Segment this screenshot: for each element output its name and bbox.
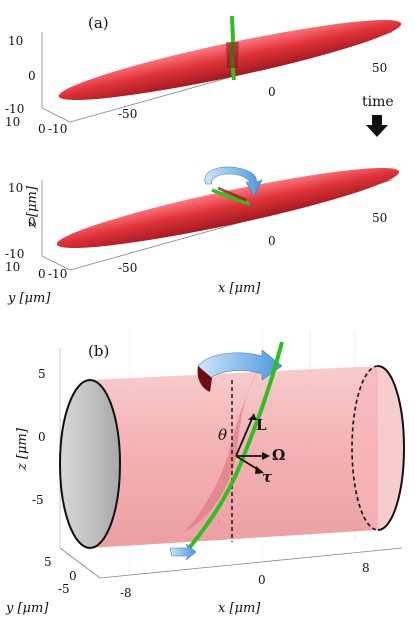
y-tick-bot-3: -10 xyxy=(48,267,67,281)
Omega-symbol: Ω xyxy=(272,446,285,464)
rotation-arrow-bottom-icon xyxy=(169,543,197,561)
y-axis-label-a: y [μm] xyxy=(7,291,51,306)
x-axis-label-a: x [μm] xyxy=(218,281,261,296)
cylinder-left-cap xyxy=(59,379,121,549)
panel-a-bottom: 10 0 -10 z [μm] 10 0 -10 y [μm] -50 0 50… xyxy=(5,166,400,306)
z-tick-bot-1: 10 xyxy=(8,181,23,195)
flagellum-b xyxy=(184,341,284,554)
tau-symbol: τ xyxy=(262,468,273,486)
x-tick-bot-2: 0 xyxy=(268,234,276,248)
z-tick-top-1: 10 xyxy=(8,34,23,48)
cylinder-right-cap xyxy=(352,366,404,530)
z-tick-top-2: 0 xyxy=(28,69,36,83)
y-tick-top-2: 0 xyxy=(38,122,46,136)
z-tick-bot-2: 0 xyxy=(28,215,36,229)
z-tick-top-3: -10 xyxy=(5,102,24,116)
x-axis-label-b: x [μm] xyxy=(218,601,261,616)
panel-a-label: (a) xyxy=(88,14,109,32)
z-tick-b-2: 0 xyxy=(38,430,46,444)
y-tick-b-1: 5 xyxy=(44,555,52,569)
y-tick-top-3: -10 xyxy=(48,122,67,136)
z-tick-b-1: 5 xyxy=(38,367,46,381)
y-tick-b-2: -5 xyxy=(58,582,70,596)
z-axis-label-a: z [μm] xyxy=(25,185,40,229)
rotation-arrow-shadow xyxy=(197,366,212,392)
x-tick-bot-1: -50 xyxy=(118,261,137,275)
L-vector-head xyxy=(248,414,257,420)
x-tick-top-2: 0 xyxy=(268,85,276,99)
y-axis-label-b: y [μm] xyxy=(5,601,49,616)
L-symbol: L xyxy=(256,416,267,434)
z-tick-bot-3: -10 xyxy=(5,247,24,261)
theta-symbol: θ xyxy=(218,426,227,444)
y-tick-b-mid: 0 xyxy=(69,569,77,583)
flagellum-bottom xyxy=(211,188,251,206)
time-label: time xyxy=(362,94,394,110)
panel-b-label: (b) xyxy=(88,342,109,360)
rotation-arrow-top-icon xyxy=(197,349,283,381)
x-tick-b-2: 0 xyxy=(258,573,266,587)
x-tick-b-3: 8 xyxy=(362,561,370,575)
x-tick-bot-3: 50 xyxy=(372,211,387,225)
x-tick-top-1: -50 xyxy=(118,107,137,121)
z-axis-label-b: z [μm] xyxy=(15,427,30,471)
y-tick-top-1: 10 xyxy=(5,115,20,129)
panel-a-top: (a) 10 0 -10 10 0 -10 -50 0 50 xyxy=(5,14,402,136)
tau-vector-head xyxy=(255,466,264,474)
y-tick-bot-1: 10 xyxy=(5,260,20,274)
z-tick-b-3: -5 xyxy=(32,493,44,507)
Omega-vector-head xyxy=(262,452,270,460)
x-tick-top-3: 50 xyxy=(372,61,387,75)
y-tick-bot-2: 0 xyxy=(38,267,46,281)
cell-ellipsoid-bottom xyxy=(56,167,400,249)
time-indicator: time xyxy=(362,94,394,137)
panel-b: (b) 5 0 -5 z [μm] 5 -5 0 y [μm] -8 0 8 x… xyxy=(5,330,405,616)
rotation-arrow-icon xyxy=(204,166,263,197)
down-arrow-icon xyxy=(366,115,388,137)
x-tick-b-1: -8 xyxy=(120,586,132,600)
